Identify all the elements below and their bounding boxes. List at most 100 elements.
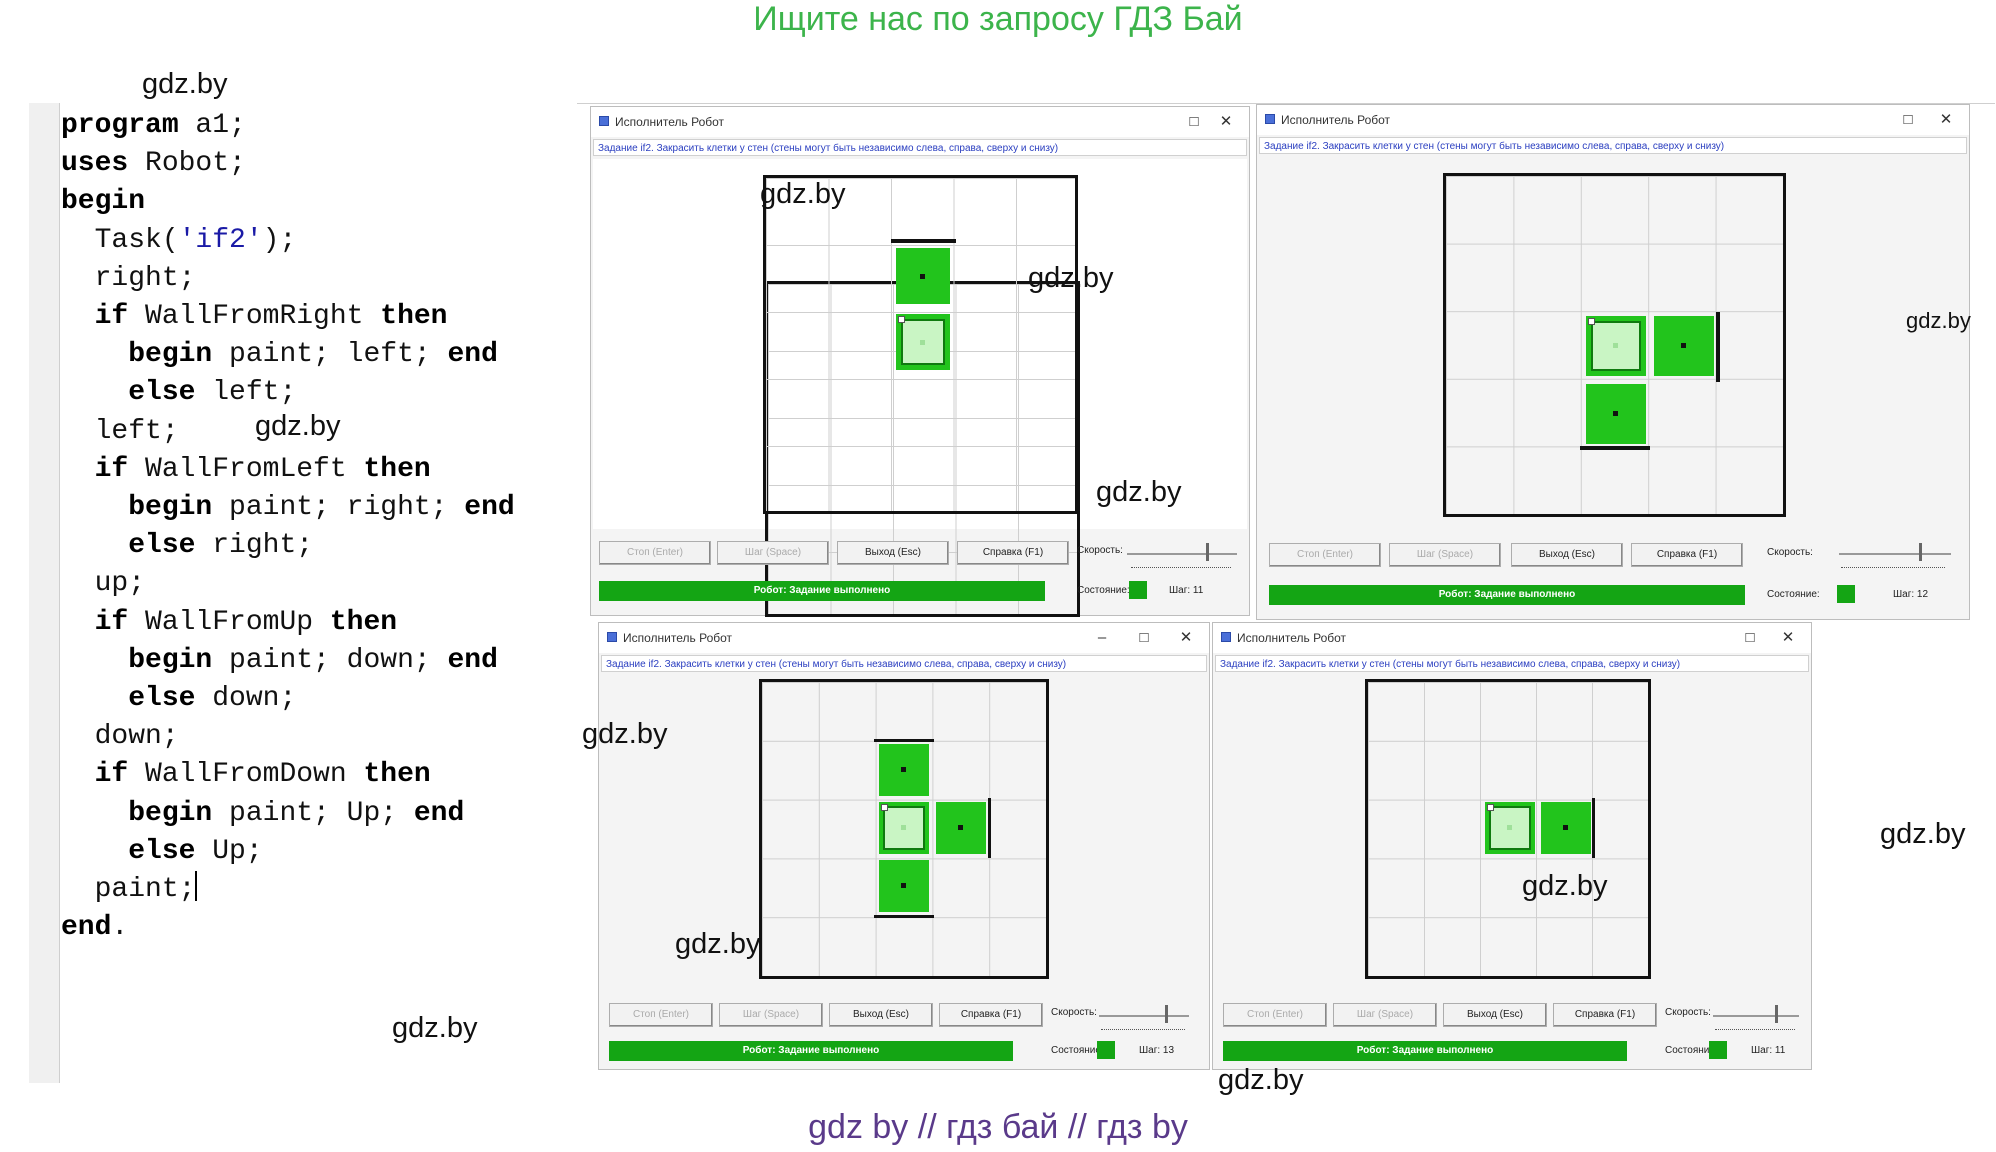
cell-marker	[901, 825, 906, 830]
painted-cell	[1541, 802, 1591, 854]
watermark: gdz.by	[1218, 1064, 1304, 1096]
code-line: Task('if2');	[61, 224, 297, 256]
app-icon	[1221, 632, 1231, 642]
watermark: gdz.by	[392, 1012, 478, 1044]
exit-button[interactable]: Выход (Esc)	[829, 1003, 933, 1027]
top-banner: Ищите нас по запросу ГДЗ Бай	[753, 0, 1243, 38]
window-titlebar[interactable]: Исполнитель Робот □ ✕	[1257, 105, 1969, 135]
code-line: else down;	[128, 683, 297, 715]
minimize-button[interactable]: –	[1097, 629, 1107, 646]
stop-button[interactable]: Стоп (Enter)	[1223, 1003, 1327, 1027]
code-line: begin paint; right; end	[128, 492, 515, 524]
help-button[interactable]: Справка (F1)	[1631, 543, 1743, 567]
painted-cell	[879, 860, 929, 912]
watermark: gdz.by	[255, 410, 341, 442]
robot-cell	[1586, 316, 1646, 376]
cell-marker	[958, 825, 963, 830]
task-description: Задание if2. Закрасить клетки у стен (ст…	[1259, 137, 1967, 154]
speed-slider[interactable]	[1839, 553, 1951, 555]
stop-button[interactable]: Стоп (Enter)	[599, 541, 711, 565]
code-line: paint;	[61, 871, 198, 905]
robot-window-3[interactable]: Исполнитель Робот – □ ✕ Задание if2. Зак…	[598, 622, 1210, 1070]
task-description: Задание if2. Закрасить клетки у стен (ст…	[1215, 655, 1809, 672]
speed-slider-thumb[interactable]	[1919, 543, 1922, 561]
app-icon	[607, 632, 617, 642]
robot-window-4[interactable]: Исполнитель Робот □ ✕ Задание if2. Закра…	[1212, 622, 1812, 1070]
code-line: else left;	[128, 377, 297, 409]
wall-top	[891, 239, 956, 243]
maximize-button[interactable]: □	[1903, 111, 1913, 128]
cell-marker	[1613, 343, 1618, 348]
maximize-button[interactable]: □	[1745, 629, 1755, 646]
watermark: gdz.by	[1880, 818, 1966, 850]
bottom-banner: gdz by // гдз бай // гдз by	[808, 1108, 1188, 1146]
speed-slider-thumb[interactable]	[1775, 1005, 1778, 1023]
watermark: gdz.by	[1096, 476, 1182, 508]
speed-slider-thumb[interactable]	[1206, 543, 1209, 561]
window-titlebar[interactable]: Исполнитель Робот – □ ✕	[599, 623, 1209, 653]
task-description: Задание if2. Закрасить клетки у стен (ст…	[593, 139, 1247, 156]
robot-marker	[898, 316, 905, 323]
stop-button[interactable]: Стоп (Enter)	[609, 1003, 713, 1027]
robot-grid-board	[763, 175, 1078, 514]
status-bar: Робот: Задание выполнено	[1269, 585, 1745, 605]
speed-slider[interactable]	[1099, 1015, 1189, 1017]
state-indicator	[1837, 585, 1855, 603]
watermark: gdz.by	[1522, 870, 1608, 902]
robot-marker	[1487, 804, 1494, 811]
step-button[interactable]: Шаг (Space)	[717, 541, 829, 565]
wall-right	[1592, 798, 1595, 858]
code-line: else Up;	[128, 835, 263, 867]
window-titlebar[interactable]: Исполнитель Робот □ ✕	[591, 107, 1249, 137]
cell-marker	[1681, 343, 1686, 348]
wall-bottom	[1580, 446, 1650, 450]
help-button[interactable]: Справка (F1)	[1553, 1003, 1657, 1027]
close-button[interactable]: ✕	[1179, 629, 1193, 646]
close-button[interactable]: ✕	[1219, 113, 1233, 130]
code-line: right;	[61, 262, 196, 294]
speed-ticks	[1715, 1025, 1795, 1030]
step-button[interactable]: Шаг (Space)	[719, 1003, 823, 1027]
code-line: begin paint; left; end	[128, 339, 498, 371]
step-counter: Шаг: 12	[1893, 589, 1929, 600]
cell-marker	[1563, 825, 1568, 830]
code-line: begin paint; down; end	[128, 644, 498, 676]
app-icon	[1265, 114, 1275, 124]
exit-button[interactable]: Выход (Esc)	[1511, 543, 1623, 567]
maximize-button[interactable]: □	[1139, 629, 1149, 646]
speed-slider[interactable]	[1127, 553, 1237, 555]
close-button[interactable]: ✕	[1939, 111, 1953, 128]
step-button[interactable]: Шаг (Space)	[1333, 1003, 1437, 1027]
state-label: Состояние:	[1767, 589, 1820, 600]
code-line: end.	[61, 912, 129, 944]
maximize-button[interactable]: □	[1189, 113, 1199, 130]
state-label: Состояние:	[1077, 585, 1130, 596]
step-button[interactable]: Шаг (Space)	[1389, 543, 1501, 567]
watermark: gdz.by	[1028, 262, 1114, 294]
exit-button[interactable]: Выход (Esc)	[1443, 1003, 1547, 1027]
watermark: gdz.by	[1906, 308, 1971, 333]
speed-label: Скорость:	[1767, 547, 1813, 558]
close-button[interactable]: ✕	[1781, 629, 1795, 646]
code-editor[interactable]: program a1; uses Robot; begin Task('if2'…	[29, 103, 577, 1083]
robot-window-1[interactable]: Исполнитель Робот □ ✕ Задание if2. Закра…	[590, 106, 1250, 617]
code-line: if WallFromRight then	[94, 301, 448, 333]
help-button[interactable]: Справка (F1)	[939, 1003, 1043, 1027]
stop-button[interactable]: Стоп (Enter)	[1269, 543, 1381, 567]
state-indicator	[1129, 581, 1147, 599]
speed-slider[interactable]	[1713, 1015, 1799, 1017]
exit-button[interactable]: Выход (Esc)	[837, 541, 949, 565]
robot-window-2[interactable]: Исполнитель Робот □ ✕ Задание if2. Закра…	[1256, 104, 1970, 620]
state-label: Состояние:	[1051, 1045, 1104, 1056]
speed-ticks	[1101, 1025, 1185, 1030]
robot-marker	[881, 804, 888, 811]
help-button[interactable]: Справка (F1)	[957, 541, 1069, 565]
watermark: gdz.by	[760, 178, 846, 210]
code-text[interactable]: program a1; uses Robot; begin Task('if2'…	[61, 107, 515, 947]
watermark: gdz.by	[142, 68, 228, 100]
window-titlebar[interactable]: Исполнитель Робот □ ✕	[1213, 623, 1811, 653]
robot-grid-board	[1365, 679, 1651, 979]
cell-marker	[901, 883, 906, 888]
state-label: Состояние:	[1665, 1045, 1718, 1056]
speed-slider-thumb[interactable]	[1165, 1005, 1168, 1023]
